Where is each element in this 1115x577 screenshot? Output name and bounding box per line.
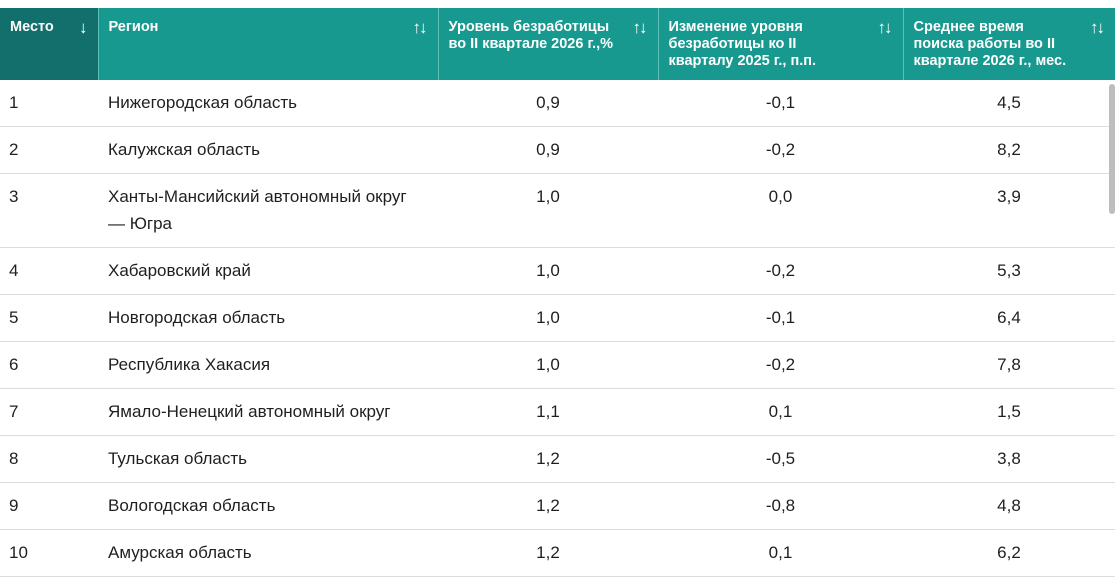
table-row: 9 Вологодская область 1,2 -0,8 4,8 <box>0 482 1115 530</box>
rank-cell: 8 <box>0 435 98 483</box>
unemployment-rate-cell: 1,0 <box>438 341 658 389</box>
vertical-scrollbar-thumb[interactable] <box>1109 84 1115 214</box>
region-cell: Нижегородская область <box>98 80 438 127</box>
rank-cell: 6 <box>0 341 98 389</box>
rank-cell: 4 <box>0 247 98 295</box>
table-row: 10 Амурская область 1,2 0,1 6,2 <box>0 529 1115 577</box>
region-cell: Калужская область <box>98 126 438 174</box>
rank-cell: 1 <box>0 80 98 127</box>
table-row: 8 Тульская область 1,2 -0,5 3,8 <box>0 435 1115 483</box>
unemployment-rate-cell: 1,2 <box>438 529 658 577</box>
unemployment-table-container: Место ↓ Регион ↑↓ Уровень безработицы во… <box>0 8 1115 577</box>
table-row: 2 Калужская область 0,9 -0,2 8,2 <box>0 126 1115 174</box>
job-search-time-cell: 6,4 <box>903 294 1115 342</box>
rate-change-cell: -0,5 <box>658 435 903 483</box>
rate-change-cell: -0,1 <box>658 80 903 127</box>
table-body: 1 Нижегородская область 0,9 -0,1 4,5 2 К… <box>0 80 1115 577</box>
column-header-unemployment-rate[interactable]: Уровень безработицы во II квартале 2026 … <box>438 8 659 80</box>
rate-change-cell: 0,1 <box>658 388 903 436</box>
column-header-rank[interactable]: Место ↓ <box>0 8 99 80</box>
column-header-label: Изменение уровня безработицы ко II кварт… <box>668 19 817 69</box>
column-header-label: Среднее время поиска работы во II кварта… <box>913 19 1067 69</box>
table-row: 5 Новгородская область 1,0 -0,1 6,4 <box>0 294 1115 342</box>
rank-cell: 3 <box>0 173 98 248</box>
job-search-time-cell: 3,9 <box>903 173 1115 248</box>
rank-cell: 2 <box>0 126 98 174</box>
column-header-label: Регион <box>108 19 159 35</box>
column-header-label: Уровень безработицы во II квартале 2026 … <box>448 19 614 52</box>
sort-toggle-icon[interactable]: ↑↓ <box>1090 18 1105 37</box>
job-search-time-cell: 4,5 <box>903 80 1115 127</box>
rate-change-cell: 0,0 <box>658 173 903 248</box>
header-row: Место ↓ Регион ↑↓ Уровень безработицы во… <box>0 8 1115 80</box>
table-row: 1 Нижегородская область 0,9 -0,1 4,5 <box>0 80 1115 127</box>
rate-change-cell: -0,2 <box>658 341 903 389</box>
sort-toggle-icon[interactable]: ↑↓ <box>877 18 893 37</box>
rank-cell: 9 <box>0 482 98 530</box>
rank-cell: 7 <box>0 388 98 436</box>
table-header: Место ↓ Регион ↑↓ Уровень безработицы во… <box>0 8 1115 80</box>
column-header-label: Место <box>10 19 54 35</box>
table-row: 7 Ямало-Ненецкий автономный округ 1,1 0,… <box>0 388 1115 436</box>
column-header-rate-change[interactable]: Изменение уровня безработицы ко II кварт… <box>658 8 904 80</box>
rate-change-cell: -0,2 <box>658 126 903 174</box>
column-header-region[interactable]: Регион ↑↓ <box>98 8 439 80</box>
region-cell: Новгородская область <box>98 294 438 342</box>
unemployment-rate-cell: 0,9 <box>438 80 658 127</box>
table-row: 3 Ханты-Мансийский автономный округ — Юг… <box>0 173 1115 248</box>
rate-change-cell: -0,8 <box>658 482 903 530</box>
rank-cell: 10 <box>0 529 98 577</box>
sort-descending-icon[interactable]: ↓ <box>79 18 87 37</box>
job-search-time-cell: 4,8 <box>903 482 1115 530</box>
unemployment-rate-cell: 0,9 <box>438 126 658 174</box>
rank-cell: 5 <box>0 294 98 342</box>
region-cell: Вологодская область <box>98 482 438 530</box>
sort-toggle-icon[interactable]: ↑↓ <box>632 18 648 37</box>
rate-change-cell: -0,2 <box>658 247 903 295</box>
region-cell: Амурская область <box>98 529 438 577</box>
rate-change-cell: 0,1 <box>658 529 903 577</box>
region-cell: Хабаровский край <box>98 247 438 295</box>
region-cell: Тульская область <box>98 435 438 483</box>
region-cell: Ямало-Ненецкий автономный округ <box>98 388 438 436</box>
unemployment-table: Место ↓ Регион ↑↓ Уровень безработицы во… <box>0 8 1115 577</box>
job-search-time-cell: 8,2 <box>903 126 1115 174</box>
unemployment-rate-cell: 1,0 <box>438 173 658 248</box>
job-search-time-cell: 3,8 <box>903 435 1115 483</box>
unemployment-rate-cell: 1,2 <box>438 435 658 483</box>
unemployment-rate-cell: 1,2 <box>438 482 658 530</box>
column-header-job-search-time[interactable]: Среднее время поиска работы во II кварта… <box>903 8 1115 80</box>
job-search-time-cell: 7,8 <box>903 341 1115 389</box>
unemployment-rate-cell: 1,1 <box>438 388 658 436</box>
sort-toggle-icon[interactable]: ↑↓ <box>412 18 428 37</box>
unemployment-rate-cell: 1,0 <box>438 247 658 295</box>
table-row: 6 Республика Хакасия 1,0 -0,2 7,8 <box>0 341 1115 389</box>
table-row: 4 Хабаровский край 1,0 -0,2 5,3 <box>0 247 1115 295</box>
region-cell: Республика Хакасия <box>98 341 438 389</box>
job-search-time-cell: 6,2 <box>903 529 1115 577</box>
region-cell: Ханты-Мансийский автономный округ — Югра <box>98 173 438 248</box>
job-search-time-cell: 1,5 <box>903 388 1115 436</box>
rate-change-cell: -0,1 <box>658 294 903 342</box>
unemployment-rate-cell: 1,0 <box>438 294 658 342</box>
job-search-time-cell: 5,3 <box>903 247 1115 295</box>
